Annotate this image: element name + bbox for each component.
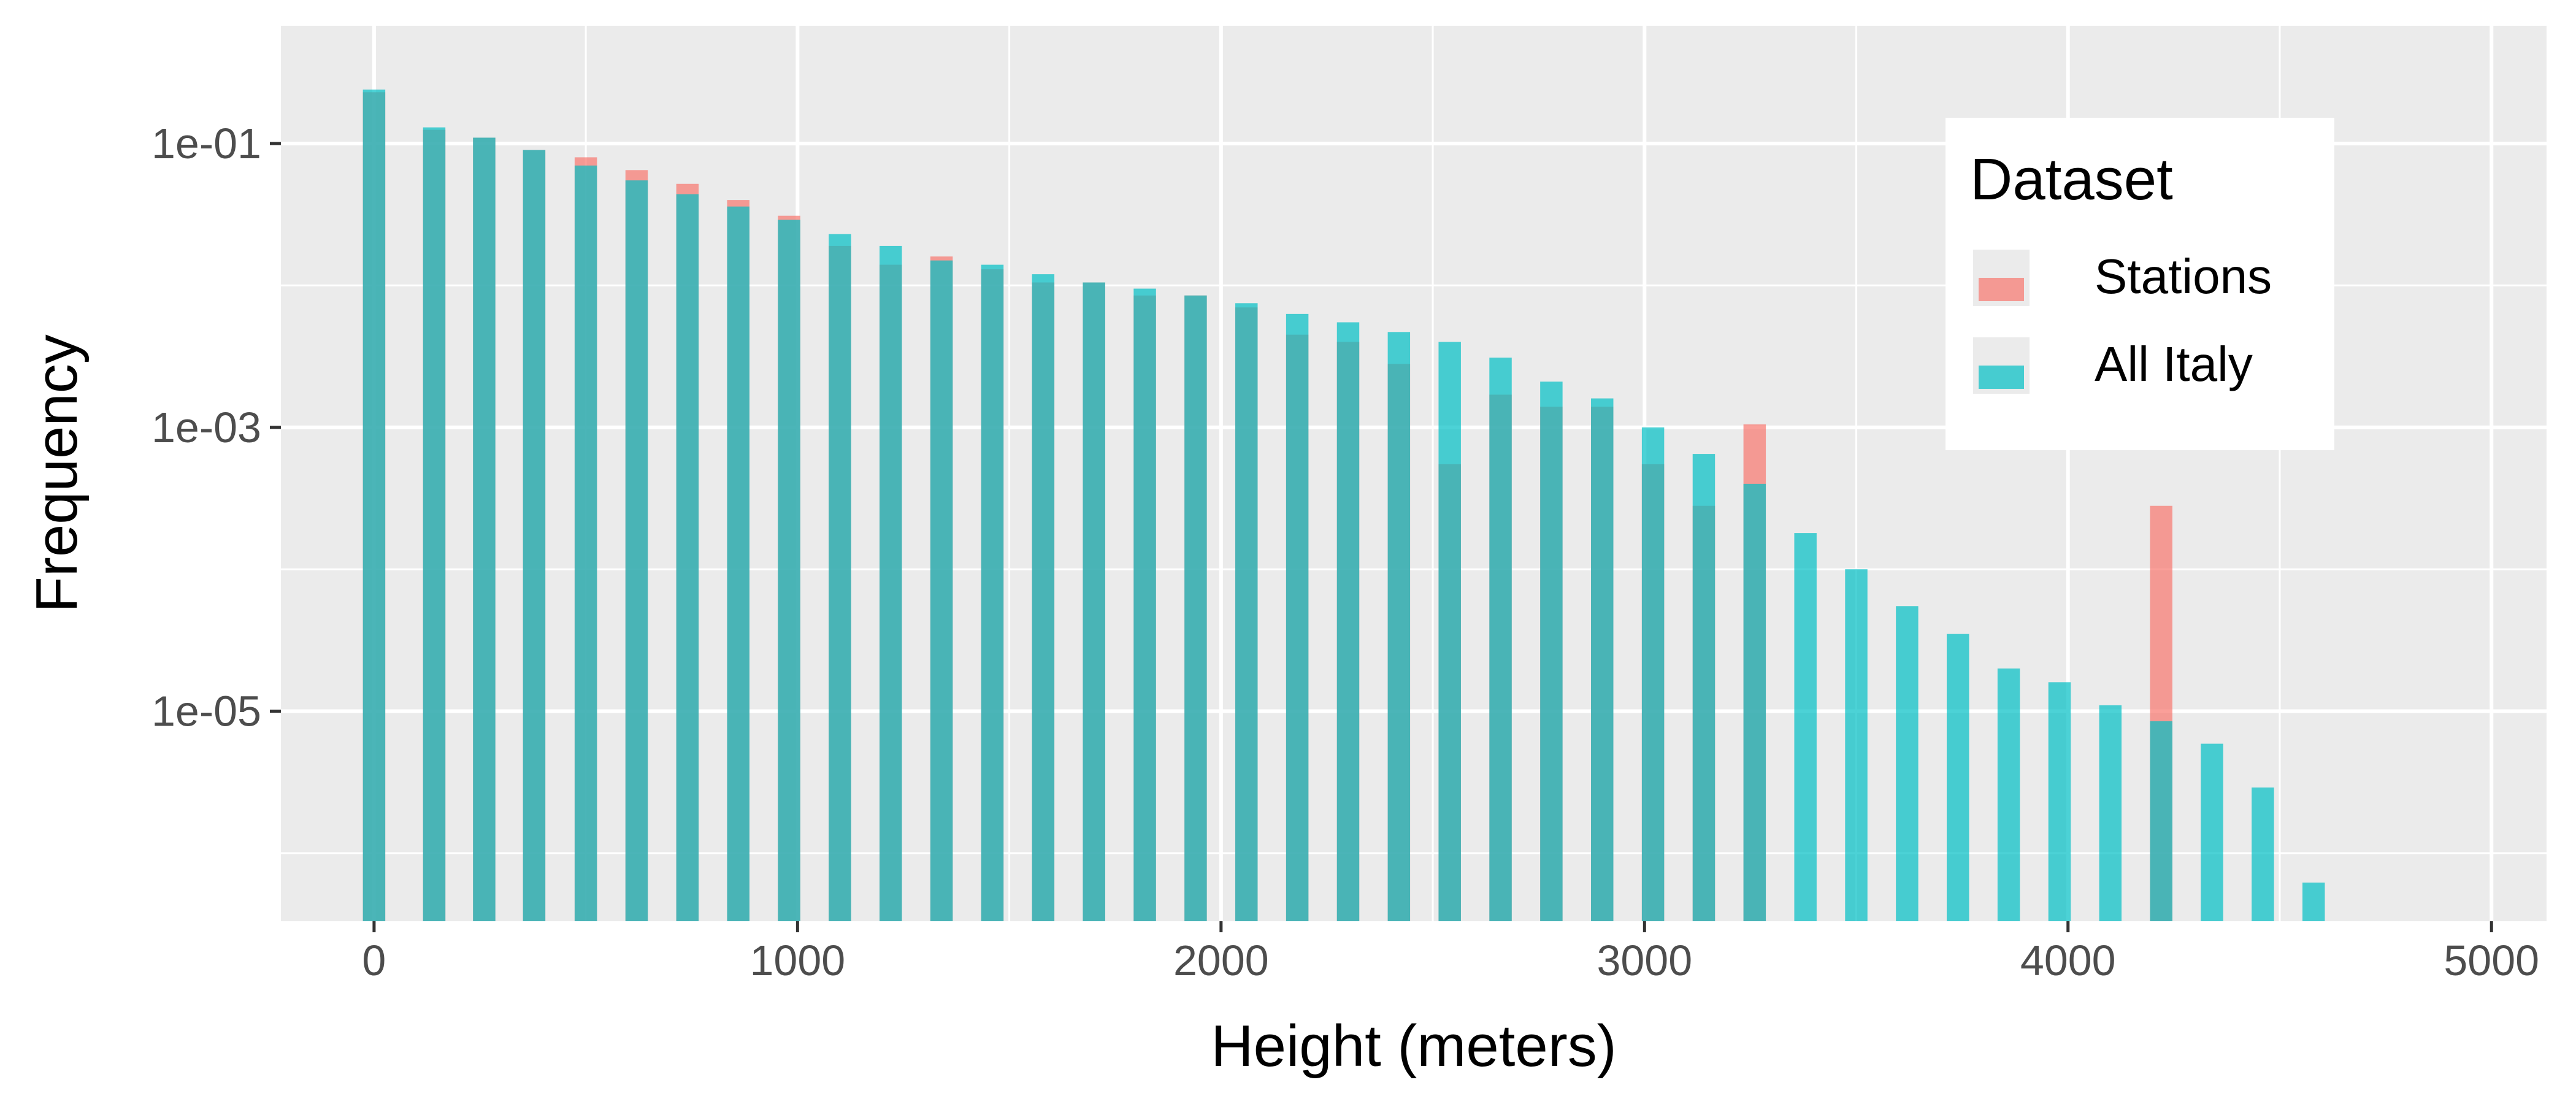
x-tick-label: 3000 bbox=[1597, 937, 1692, 984]
x-tick-label: 2000 bbox=[1173, 937, 1269, 984]
y-axis: 1e-01 1e-03 1e-05 bbox=[151, 120, 281, 735]
all-italy-bar bbox=[1591, 398, 1614, 921]
x-tick-label: 5000 bbox=[2444, 937, 2539, 984]
all-italy-bar bbox=[473, 137, 496, 921]
all-italy-bar bbox=[1083, 282, 1105, 921]
y-axis-title: Frequency bbox=[24, 334, 90, 613]
all-italy-bar bbox=[2252, 787, 2274, 921]
all-italy-bar bbox=[981, 264, 1004, 922]
all-italy-bar bbox=[1947, 634, 1969, 921]
y-tick-label: 1e-03 bbox=[151, 404, 261, 451]
all-italy-bar bbox=[2302, 882, 2325, 921]
all-italy-bar bbox=[930, 260, 953, 922]
all-italy-bar bbox=[1794, 533, 1817, 921]
all-italy-bar bbox=[625, 180, 648, 922]
legend-label-all-italy: All Italy bbox=[2095, 337, 2253, 391]
all-italy-bar bbox=[1743, 483, 1766, 921]
all-italy-bar bbox=[1489, 358, 1512, 921]
y-tick-label: 1e-05 bbox=[151, 688, 261, 735]
all-italy-bar bbox=[2099, 705, 2122, 921]
all-italy-bar bbox=[727, 206, 749, 921]
all-italy-bar bbox=[1845, 569, 1868, 921]
legend-title: Dataset bbox=[1970, 147, 2173, 212]
x-tick-label: 4000 bbox=[2020, 937, 2116, 984]
x-axis-title: Height (meters) bbox=[1211, 1013, 1617, 1079]
all-italy-bar bbox=[2201, 743, 2223, 921]
all-italy-bar bbox=[1896, 606, 1919, 921]
all-italy-bar bbox=[1438, 342, 1461, 921]
legend: Dataset Stations All Italy bbox=[1945, 118, 2334, 450]
x-axis: 0 1000 2000 3000 4000 5000 bbox=[362, 921, 2539, 984]
all-italy-bar bbox=[1641, 427, 1665, 921]
all-italy-bars bbox=[362, 90, 2325, 922]
all-italy-bar bbox=[880, 245, 902, 921]
y-tick-label: 1e-01 bbox=[151, 120, 261, 167]
all-italy-bar bbox=[1540, 381, 1563, 921]
all-italy-bar bbox=[1692, 454, 1715, 921]
all-italy-bar bbox=[1336, 322, 1360, 921]
all-italy-bar bbox=[1235, 303, 1258, 921]
all-italy-bar bbox=[1387, 332, 1411, 921]
all-italy-bar bbox=[1997, 668, 2020, 921]
legend-key-stations bbox=[1979, 278, 2024, 301]
all-italy-bar bbox=[2048, 682, 2071, 921]
all-italy-bar bbox=[423, 127, 446, 921]
all-italy-bar bbox=[676, 194, 699, 921]
all-italy-bar bbox=[1286, 313, 1309, 922]
all-italy-bar bbox=[1184, 295, 1207, 921]
all-italy-bar bbox=[574, 165, 597, 922]
all-italy-bar bbox=[362, 90, 386, 922]
x-tick-label: 1000 bbox=[750, 937, 846, 984]
all-italy-bar bbox=[1133, 288, 1156, 922]
all-italy-bar bbox=[829, 234, 851, 921]
legend-label-stations: Stations bbox=[2095, 249, 2272, 304]
all-italy-bar bbox=[523, 150, 546, 921]
x-tick-label: 0 bbox=[362, 937, 386, 984]
legend-key-all-italy bbox=[1979, 366, 2024, 389]
all-italy-bar bbox=[778, 220, 800, 921]
all-italy-bar bbox=[1032, 274, 1055, 921]
all-italy-bar bbox=[2150, 721, 2172, 921]
